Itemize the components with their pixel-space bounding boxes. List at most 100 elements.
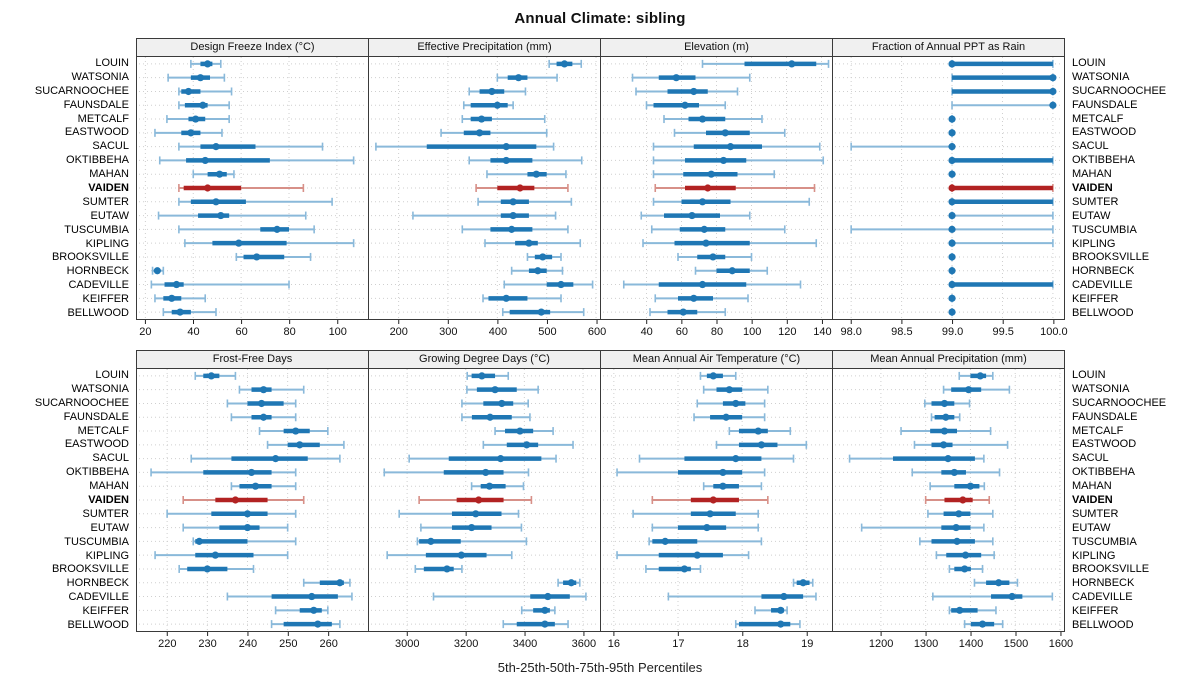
panel-header-effective-precipitation: Effective Precipitation (mm)	[369, 39, 600, 57]
axis-tick-label: 80	[284, 326, 296, 338]
panel-header-growing-degree-days: Growing Degree Days (°C)	[369, 351, 600, 369]
axis-tick-label: 18	[737, 638, 749, 650]
median-dot	[308, 592, 316, 601]
median-dot	[493, 101, 501, 109]
panels-column-bottom: Frost-Free Days Growing Degree Days (°C)…	[136, 350, 1073, 650]
median-dot	[204, 184, 212, 192]
median-dot	[235, 239, 243, 247]
plot-mean-annual-precipitation	[835, 369, 1062, 631]
median-dot	[681, 101, 689, 109]
median-dot	[757, 441, 766, 449]
axis-tick-label: 400	[489, 326, 507, 338]
median-dot	[799, 579, 807, 587]
median-dot	[679, 308, 687, 316]
median-dot	[468, 523, 476, 532]
median-dot	[525, 239, 533, 247]
median-dot	[948, 60, 956, 68]
median-dot	[721, 129, 729, 137]
median-dot	[940, 399, 949, 408]
median-dot	[215, 170, 224, 178]
station-label-metcalf: METCALF	[1072, 112, 1124, 125]
station-label-faunsdale: FAUNSDALE	[63, 98, 129, 111]
station-label-hornbeck: HORNBECK	[1072, 577, 1135, 590]
median-dot	[948, 294, 956, 302]
median-dot	[707, 170, 715, 178]
station-label-louin: LOUIN	[1072, 56, 1106, 69]
station-label-bellwood: BELLWOOD	[1072, 618, 1134, 631]
median-dot	[728, 267, 736, 275]
station-label-watsonia: WATSONIA	[1072, 382, 1130, 395]
median-dot	[948, 129, 956, 137]
station-label-keiffer: KEIFFER	[1072, 605, 1119, 618]
median-dot	[509, 198, 517, 206]
median-dot	[475, 496, 483, 504]
station-label-louin: LOUIN	[95, 56, 129, 69]
axis-tick-label: 3600	[572, 638, 596, 650]
station-labels-right-top: LOUIN WATSONIA SUCARNOOCHEE FAUNSDALE METCAL…	[1065, 38, 1200, 338]
station-label-cadeville: CADEVILLE	[68, 591, 129, 604]
axis-tick-label: 20	[139, 326, 151, 338]
station-label-sucarnoochee: SUCARNOOCHEE	[1072, 396, 1167, 409]
median-dot	[560, 60, 569, 68]
station-label-keiffer: KEIFFER	[82, 293, 129, 306]
median-dot	[719, 482, 727, 490]
median-dot	[207, 372, 215, 380]
median-dot	[950, 468, 958, 477]
median-dot	[498, 399, 506, 408]
x-axis-mean-annual-air-temperature: 16 17 18 19	[608, 632, 813, 650]
station-labels-right-bottom: LOUIN WATSONIA SUCARNOOCHEE FAUNSDALE METCAL…	[1065, 350, 1200, 650]
station-label-tuscumbia: TUSCUMBIA	[1072, 223, 1137, 236]
median-dot	[491, 386, 499, 394]
station-label-eastwood: EASTWOOD	[1072, 438, 1137, 451]
median-dot	[948, 156, 956, 165]
median-dot	[948, 143, 956, 151]
station-label-sacul: SACUL	[92, 140, 129, 153]
median-dot	[966, 482, 975, 490]
median-dot	[1049, 87, 1057, 96]
median-dot	[457, 551, 465, 559]
station-label-bellwood: BELLWOOD	[67, 306, 129, 319]
median-dot	[948, 115, 956, 123]
station-label-brooksville: BROOKSVILLE	[51, 251, 129, 264]
median-dot	[523, 441, 531, 449]
station-label-kipling: KIPLING	[85, 237, 129, 250]
median-dot	[732, 455, 740, 463]
station-label-hornbeck: HORNBECK	[1072, 265, 1135, 278]
median-dot	[243, 510, 252, 518]
panel-header-fraction-ppt-rain: Fraction of Annual PPT as Rain	[833, 39, 1064, 57]
median-dot	[940, 427, 949, 435]
panel-mean-annual-precipitation: Mean Annual Precipitation (mm)	[833, 351, 1064, 631]
median-dot	[955, 510, 963, 518]
median-dot	[948, 308, 956, 316]
axis-tick-label: 40	[641, 326, 653, 338]
station-label-sumter: SUMTER	[82, 507, 129, 520]
station-label-metcalf: METCALF	[77, 424, 129, 437]
median-dot	[698, 115, 707, 123]
station-label-vaiden: VAIDEN	[88, 181, 129, 194]
x-axis-effective-precipitation: 200 300 400 500 600	[390, 320, 606, 338]
axes-row-bottom: 220 230 240 250 260 3000 3200 3400 3600 16 17 18 1…	[136, 632, 1073, 650]
station-label-sucarnoochee: SUCARNOOCHEE	[34, 84, 129, 97]
median-dot	[247, 468, 256, 477]
median-dot	[486, 413, 494, 421]
panel-growing-degree-days: Growing Degree Days (°C)	[369, 351, 601, 631]
median-dot	[690, 87, 698, 96]
median-dot	[948, 239, 956, 247]
median-dot	[212, 143, 220, 151]
median-dot	[537, 308, 545, 316]
median-dot	[965, 386, 973, 394]
median-dot	[777, 606, 785, 614]
median-dot	[690, 294, 698, 302]
station-label-kipling: KIPLING	[1072, 237, 1116, 250]
median-dot	[502, 156, 510, 165]
median-dot	[780, 592, 788, 601]
station-label-oktibbeha: OKTIBBEHA	[66, 466, 129, 479]
axis-tick-label: 3400	[513, 638, 537, 650]
axis-tick-label: 98.0	[841, 326, 862, 338]
median-dot	[475, 129, 484, 137]
panel-header-design-freeze-index: Design Freeze Index (°C)	[137, 39, 368, 57]
axis-tick-label: 100.0	[1040, 326, 1068, 338]
median-dot	[961, 551, 970, 559]
station-label-sucarnoochee: SUCARNOOCHEE	[34, 396, 129, 409]
median-dot	[477, 115, 486, 123]
